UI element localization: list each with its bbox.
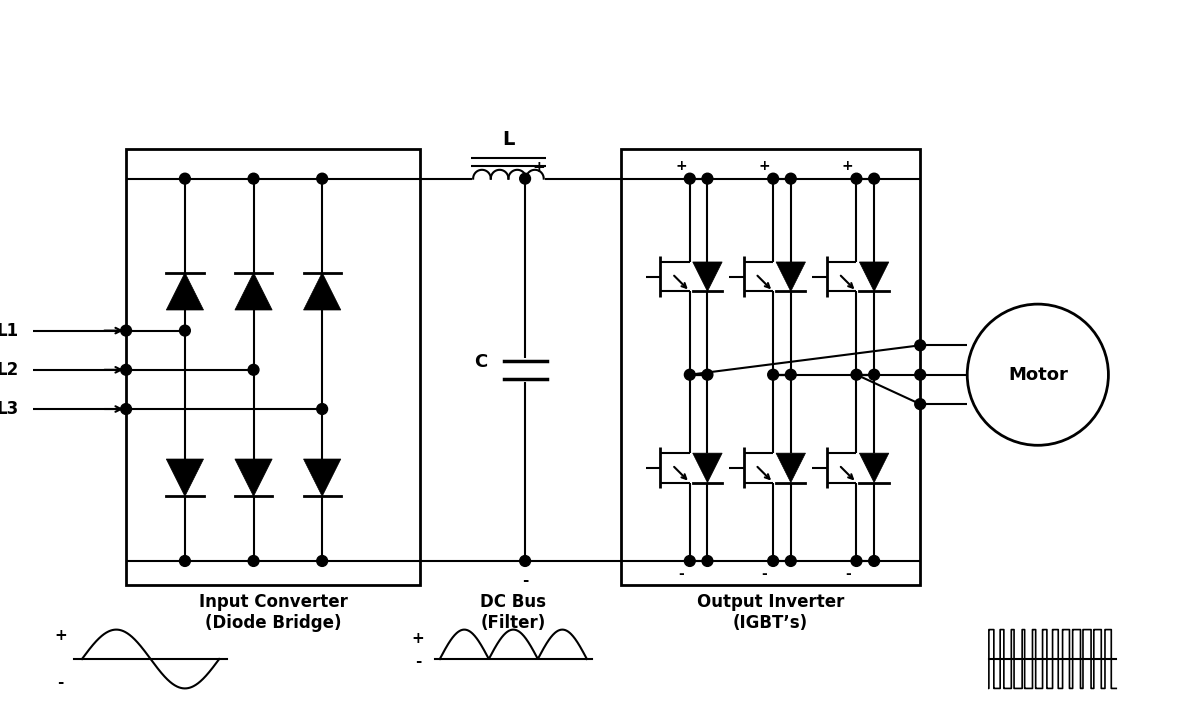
Circle shape bbox=[520, 174, 531, 184]
Circle shape bbox=[851, 369, 862, 380]
Text: L3: L3 bbox=[0, 400, 18, 418]
Circle shape bbox=[520, 556, 531, 567]
Circle shape bbox=[684, 556, 696, 567]
Circle shape bbox=[768, 369, 778, 380]
Polygon shape bbox=[859, 453, 889, 482]
Circle shape bbox=[684, 174, 696, 184]
Circle shape bbox=[120, 404, 132, 415]
Polygon shape bbox=[303, 459, 341, 496]
Polygon shape bbox=[303, 273, 341, 310]
Polygon shape bbox=[693, 262, 723, 292]
Circle shape bbox=[785, 556, 796, 567]
Polygon shape bbox=[166, 273, 204, 310]
Text: Input Converter
(Diode Bridge): Input Converter (Diode Bridge) bbox=[199, 593, 348, 632]
Circle shape bbox=[768, 556, 778, 567]
Polygon shape bbox=[776, 262, 805, 292]
Circle shape bbox=[179, 174, 190, 184]
Polygon shape bbox=[776, 453, 805, 482]
Bar bbox=[621, 149, 920, 585]
Circle shape bbox=[317, 404, 328, 415]
Text: +: + bbox=[411, 631, 424, 646]
Text: DC Bus
(Filter): DC Bus (Filter) bbox=[480, 593, 546, 632]
Circle shape bbox=[120, 364, 132, 375]
Circle shape bbox=[120, 325, 132, 336]
Circle shape bbox=[317, 556, 328, 567]
Circle shape bbox=[967, 304, 1108, 445]
Text: +: + bbox=[54, 628, 67, 643]
Text: -: - bbox=[415, 654, 421, 670]
Circle shape bbox=[785, 174, 796, 184]
Text: L1: L1 bbox=[0, 322, 18, 340]
Text: -: - bbox=[762, 567, 768, 581]
Circle shape bbox=[851, 556, 862, 567]
Circle shape bbox=[179, 556, 190, 567]
Circle shape bbox=[851, 174, 862, 184]
Polygon shape bbox=[693, 453, 723, 482]
Circle shape bbox=[179, 325, 190, 336]
Text: Motor: Motor bbox=[1008, 366, 1068, 384]
Circle shape bbox=[317, 174, 328, 184]
Text: +: + bbox=[532, 160, 545, 175]
Circle shape bbox=[684, 369, 696, 380]
Circle shape bbox=[869, 556, 880, 567]
Circle shape bbox=[248, 364, 259, 375]
Polygon shape bbox=[859, 262, 889, 292]
Circle shape bbox=[915, 340, 926, 351]
Text: +: + bbox=[676, 158, 687, 173]
Text: -: - bbox=[522, 572, 528, 588]
Circle shape bbox=[702, 174, 713, 184]
Circle shape bbox=[869, 369, 880, 380]
Text: L: L bbox=[502, 130, 514, 149]
Polygon shape bbox=[235, 459, 272, 496]
Circle shape bbox=[702, 369, 713, 380]
Text: -: - bbox=[845, 567, 850, 581]
Text: +: + bbox=[842, 158, 854, 173]
Text: -: - bbox=[678, 567, 684, 581]
Circle shape bbox=[248, 174, 259, 184]
Circle shape bbox=[869, 174, 880, 184]
Text: -: - bbox=[58, 675, 64, 690]
Circle shape bbox=[915, 399, 926, 410]
Polygon shape bbox=[166, 459, 204, 496]
Circle shape bbox=[768, 174, 778, 184]
Text: Output Inverter
(IGBT’s): Output Inverter (IGBT’s) bbox=[697, 593, 844, 632]
Circle shape bbox=[248, 556, 259, 567]
Circle shape bbox=[915, 369, 926, 380]
Bar bbox=[126, 149, 420, 585]
Text: L2: L2 bbox=[0, 361, 18, 379]
Polygon shape bbox=[235, 273, 272, 310]
Circle shape bbox=[702, 556, 713, 567]
Text: C: C bbox=[475, 353, 488, 371]
Circle shape bbox=[785, 369, 796, 380]
Text: +: + bbox=[758, 158, 770, 173]
